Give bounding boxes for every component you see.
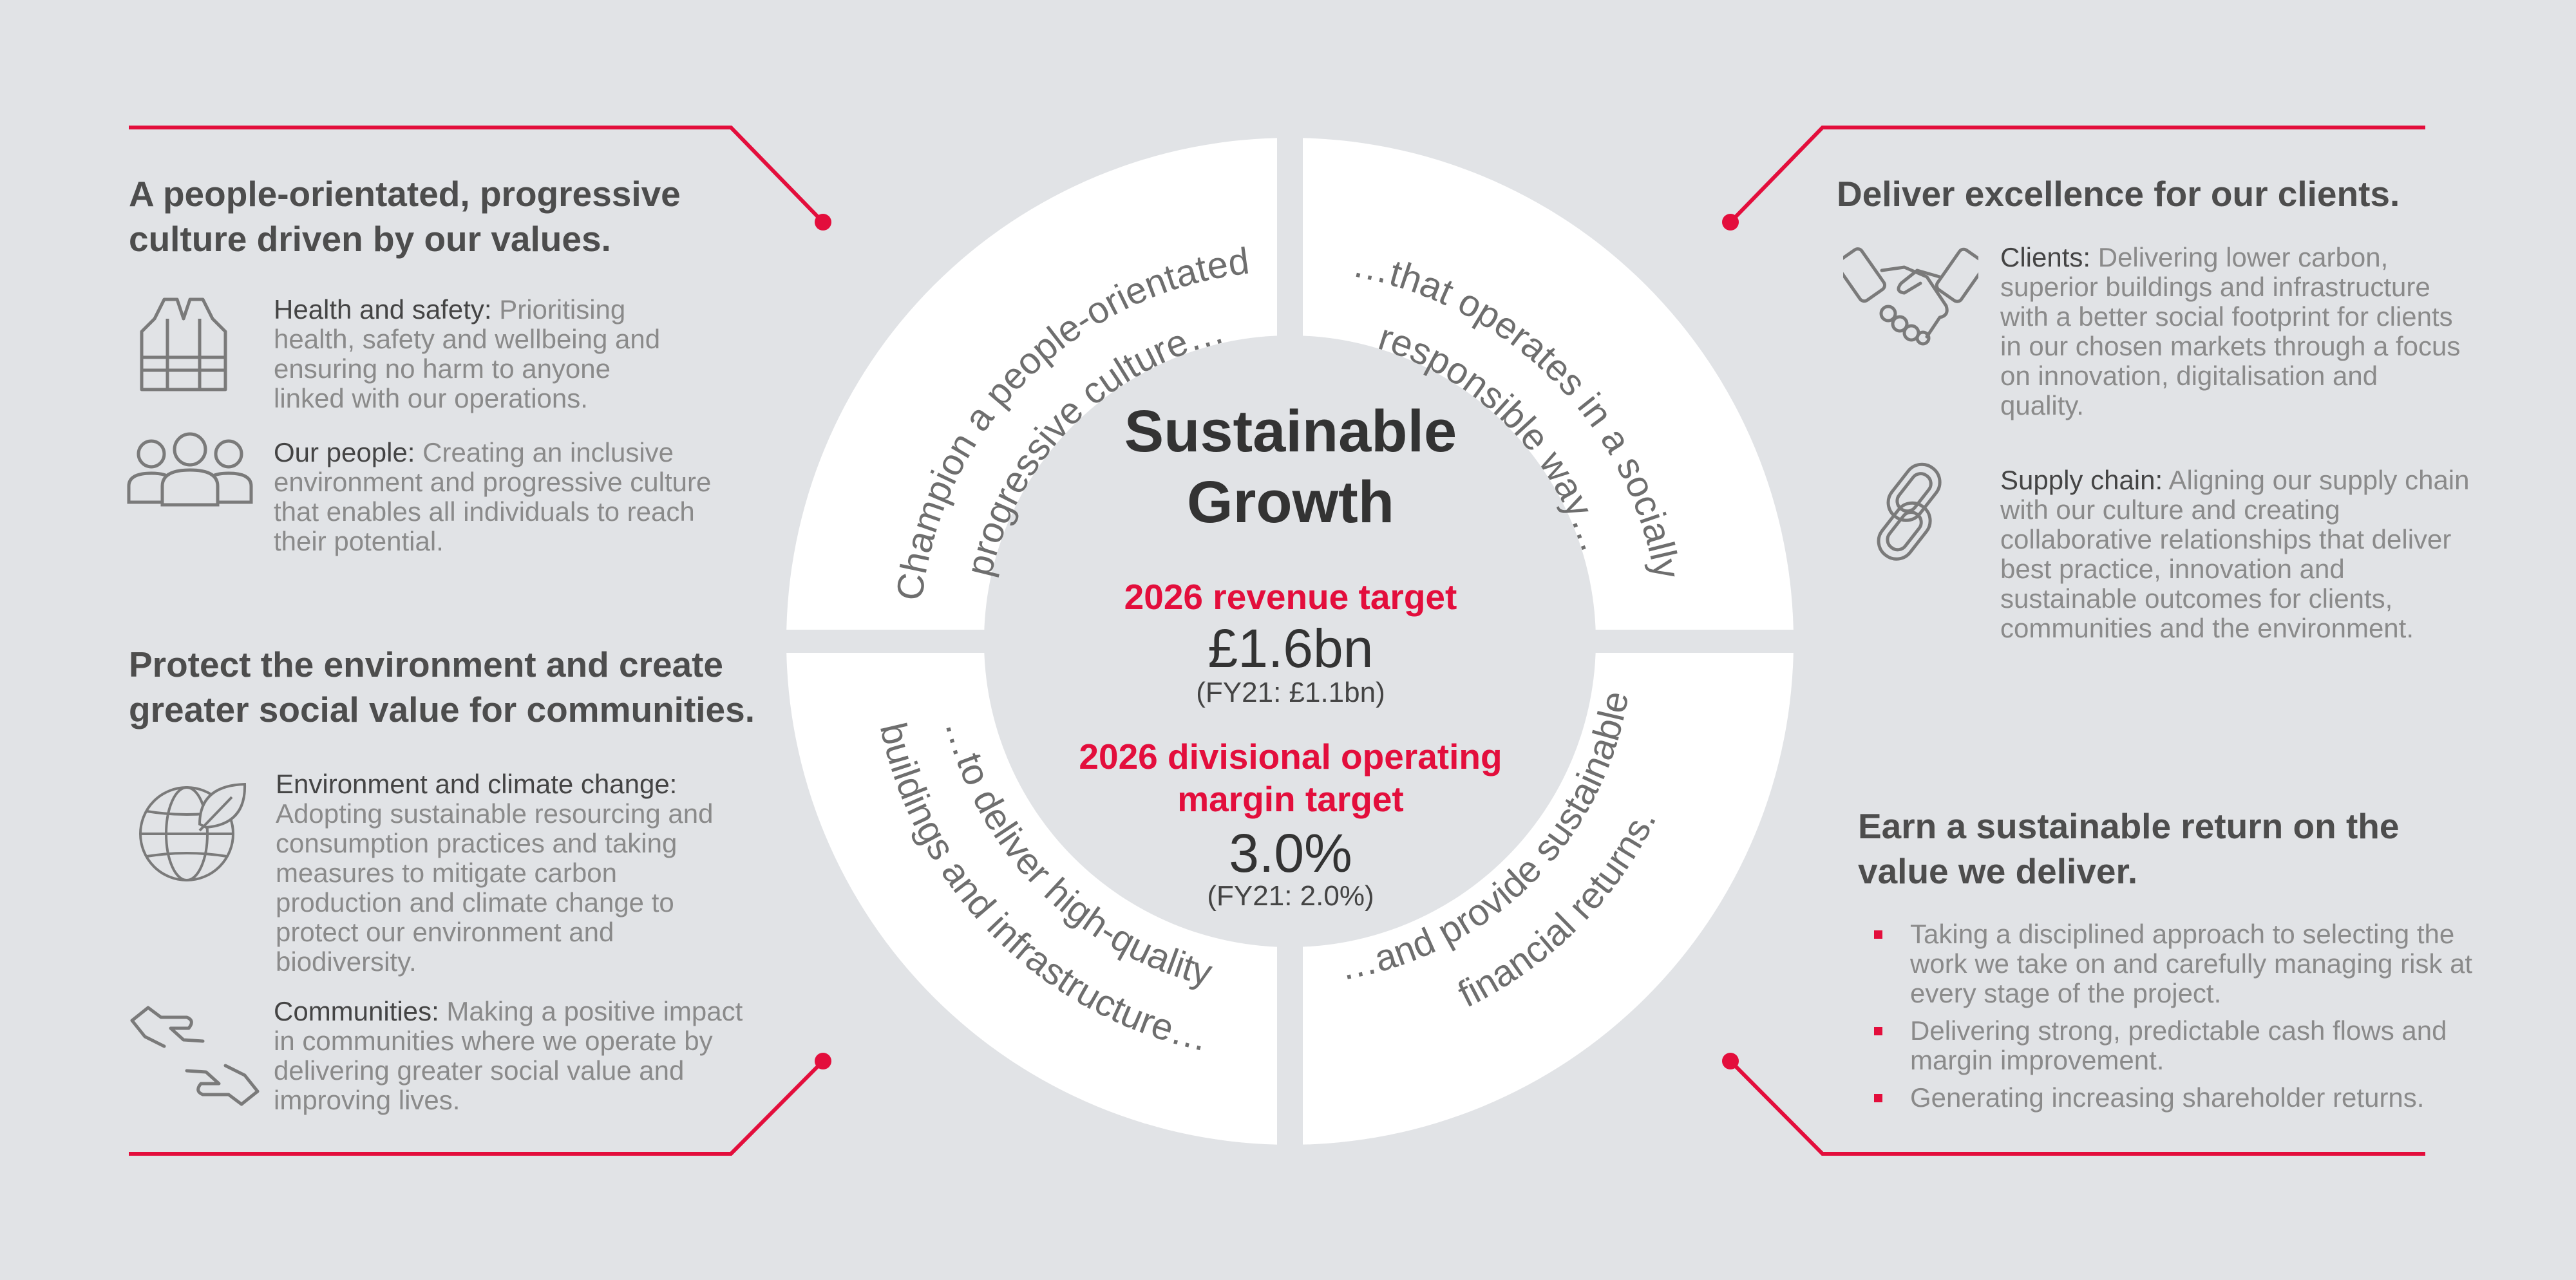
communities-text: Making a positive impact in communities … bbox=[274, 996, 743, 1115]
supply-chain-text: Aligning our supply chain with our cultu… bbox=[2000, 465, 2470, 643]
margin-target-label-line1: 2026 divisional operating bbox=[1079, 737, 1502, 776]
connector-dot-bottom-right bbox=[1722, 1053, 1739, 1069]
list-item: Taking a disciplined approach to selecti… bbox=[1874, 919, 2486, 1008]
environment-text: Adopting sustainable resourcing and cons… bbox=[276, 798, 714, 977]
clients-item: Clients: Delivering lower carbon, superi… bbox=[2000, 243, 2464, 420]
our-people-item: Our people: Creating an inclusive enviro… bbox=[274, 438, 750, 556]
our-people-text: Creating an inclusive environment and pr… bbox=[274, 437, 712, 556]
environment-heading-line1: Protect the environment and create bbox=[129, 645, 724, 684]
people-icon bbox=[127, 432, 253, 507]
communities-label: Communities: bbox=[274, 996, 439, 1026]
margin-target-label-line2: margin target bbox=[1177, 779, 1404, 819]
returns-heading-line2: value we deliver. bbox=[1858, 851, 2138, 891]
list-item: Generating increasing shareholder return… bbox=[1874, 1083, 2486, 1113]
communities-item: Communities: Making a positive impact in… bbox=[274, 997, 750, 1115]
center-title: Sustainable Growth bbox=[1033, 396, 1548, 538]
clients-text: Delivering lower carbon, superior buildi… bbox=[2000, 242, 2461, 420]
center-title-line2: Growth bbox=[1187, 469, 1394, 535]
connector-bottom-right bbox=[1728, 1059, 2425, 1156]
connector-top-left bbox=[129, 126, 825, 224]
connector-dot-top-left bbox=[815, 214, 831, 231]
returns-bullet-list: Taking a disciplined approach to selecti… bbox=[1874, 919, 2486, 1120]
revenue-target-value: £1.6bn bbox=[1208, 618, 1374, 679]
our-people-label: Our people: bbox=[274, 437, 415, 467]
people-culture-heading-line1: A people-orientated, progressive bbox=[129, 174, 681, 214]
center-title-line1: Sustainable bbox=[1124, 399, 1457, 464]
health-safety-label: Health and safety: bbox=[274, 294, 492, 325]
environment-label: Environment and climate change: bbox=[276, 769, 677, 799]
people-culture-heading-line2: culture driven by our values. bbox=[129, 219, 611, 259]
clients-label: Clients: bbox=[2000, 242, 2091, 272]
revenue-target-label: 2026 revenue target bbox=[1124, 577, 1457, 617]
margin-target-prior: (FY21: 2.0%) bbox=[1207, 880, 1374, 912]
returns-heading: Earn a sustainable return on the value w… bbox=[1858, 804, 2399, 894]
people-culture-heading: A people-orientated, progressive culture… bbox=[129, 171, 681, 261]
supply-chain-label: Supply chain: bbox=[2000, 465, 2163, 495]
connector-dot-bottom-left bbox=[815, 1053, 831, 1069]
globe-leaf-icon bbox=[139, 782, 247, 881]
environment-heading-line2: greater social value for communities. bbox=[129, 690, 755, 729]
supply-chain-item: Supply chain: Aligning our supply chain … bbox=[2000, 466, 2477, 643]
returns-heading-line1: Earn a sustainable return on the bbox=[1858, 806, 2400, 846]
connector-bottom-left bbox=[129, 1059, 825, 1156]
handshake-icon bbox=[1843, 247, 1978, 346]
chain-link-icon bbox=[1877, 462, 1942, 561]
margin-target-value: 3.0% bbox=[1229, 823, 1352, 883]
safety-vest-icon bbox=[140, 297, 227, 391]
environment-item: Environment and climate change: Adopting… bbox=[276, 769, 739, 977]
health-safety-item: Health and safety: Prioritising health, … bbox=[274, 295, 686, 413]
connector-top-right bbox=[1728, 126, 2425, 224]
revenue-target-prior: (FY21: £1.1bn) bbox=[1196, 677, 1385, 708]
helping-hands-icon bbox=[130, 1006, 260, 1106]
health-safety-text: Prioritising health, safety and wellbein… bbox=[274, 294, 661, 413]
environment-heading: Protect the environment and create great… bbox=[129, 642, 755, 732]
clients-heading: Deliver excellence for our clients. bbox=[1837, 174, 2400, 214]
inner-circle bbox=[984, 335, 1596, 947]
margin-target-label: 2026 divisional operating margin target bbox=[1033, 735, 1548, 820]
connector-dot-top-right bbox=[1722, 214, 1739, 231]
list-item: Delivering strong, predictable cash flow… bbox=[1874, 1016, 2486, 1075]
